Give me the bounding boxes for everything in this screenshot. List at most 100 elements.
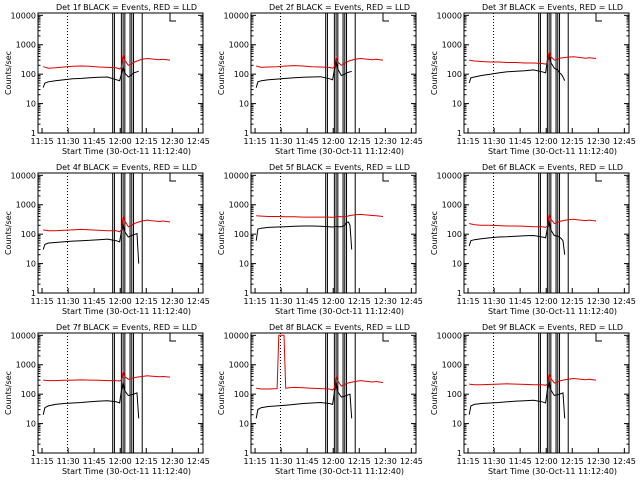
y-tick-label: 10000 <box>224 331 249 340</box>
x-tick-label: 12:45 <box>400 297 423 306</box>
x-tick-label: 11:15 <box>244 457 267 466</box>
y-tick-label: 10000 <box>11 11 36 20</box>
panel-7: Det 7f BLACK = Events, RED = LLD 1 10 100 10… <box>4 323 210 476</box>
x-axis-label: Start Time (30-Oct-11 11:12:40) <box>275 467 404 476</box>
y-tick-label: 1 <box>457 449 462 458</box>
x-tick-label: 11:15 <box>31 137 54 146</box>
panel-4: Det 4f BLACK = Events, RED = LLD 1 10 100 10… <box>4 163 210 316</box>
x-tick-label: 11:30 <box>57 457 80 466</box>
x-tick-label: 11:15 <box>457 297 480 306</box>
x-tick-label: 11:45 <box>296 297 319 306</box>
x-axis-label: Start Time (30-Oct-11 11:12:40) <box>275 147 404 156</box>
events-series-line <box>255 381 353 419</box>
y-axis-label: Counts/sec <box>217 371 226 415</box>
x-tick-label: 12:00 <box>535 137 558 146</box>
x-tick-label: 11:45 <box>509 457 532 466</box>
events-series-line <box>255 221 353 250</box>
events-series-line <box>42 66 139 88</box>
y-tick-label: 1000 <box>16 41 36 50</box>
y-tick-label: 10 <box>452 420 462 429</box>
y-tick-label: 100 <box>234 230 249 239</box>
x-axis-label: Start Time (30-Oct-11 11:12:40) <box>62 147 191 156</box>
x-tick-label: 11:15 <box>31 457 54 466</box>
x-tick-label: 12:00 <box>322 297 345 306</box>
y-tick-label: 10 <box>26 100 36 109</box>
panel-2: Det 2f BLACK = Events, RED = LLD 1 10 100 10… <box>217 3 423 156</box>
y-axis-label: Counts/sec <box>430 51 439 95</box>
x-axis-label: Start Time (30-Oct-11 11:12:40) <box>488 147 617 156</box>
y-tick-label: 10 <box>26 260 36 269</box>
lld-series-line <box>256 55 384 69</box>
x-tick-label: 12:00 <box>322 137 345 146</box>
y-tick-label: 10000 <box>437 11 462 20</box>
y-tick-label: 10000 <box>224 11 249 20</box>
x-tick-label: 11:45 <box>83 457 106 466</box>
y-tick-label: 100 <box>21 230 36 239</box>
events-series-line <box>468 220 566 255</box>
plot-frame <box>37 172 204 294</box>
lld-series-line <box>256 334 384 391</box>
x-tick-label: 12:00 <box>109 137 132 146</box>
y-tick-label: 100 <box>234 70 249 79</box>
y-tick-label: 1000 <box>229 41 249 50</box>
x-tick-label: 12:30 <box>374 457 397 466</box>
y-tick-label: 1000 <box>442 361 462 370</box>
corner-bracket <box>169 333 176 342</box>
y-tick-label: 10000 <box>437 331 462 340</box>
x-tick-label: 11:15 <box>31 297 54 306</box>
panel-title: Det 9f BLACK = Events, RED = LLD <box>482 323 623 332</box>
panel-6: Det 6f BLACK = Events, RED = LLD 1 10 100 10… <box>430 163 636 316</box>
x-tick-label: 12:30 <box>587 457 610 466</box>
y-axis-label: Counts/sec <box>4 371 13 415</box>
x-tick-label: 11:30 <box>270 297 293 306</box>
plot-frame <box>463 12 630 134</box>
x-tick-label: 11:15 <box>457 457 480 466</box>
y-tick-label: 100 <box>21 390 36 399</box>
corner-bracket <box>382 333 389 342</box>
x-tick-label: 12:45 <box>613 297 636 306</box>
x-tick-label: 12:15 <box>348 297 371 306</box>
y-tick-label: 1 <box>244 289 249 298</box>
plot-frame <box>37 12 204 134</box>
y-tick-label: 1000 <box>16 361 36 370</box>
lld-series-line <box>469 51 597 65</box>
x-tick-label: 12:15 <box>561 457 584 466</box>
y-tick-label: 1000 <box>229 201 249 210</box>
y-tick-label: 10 <box>239 100 249 109</box>
panel-9: Det 9f BLACK = Events, RED = LLD 1 10 100 10… <box>430 323 636 476</box>
x-tick-label: 11:30 <box>270 137 293 146</box>
y-tick-label: 1 <box>244 449 249 458</box>
y-axis-label: Counts/sec <box>4 211 13 255</box>
lld-series-line <box>469 372 597 386</box>
corner-bracket <box>382 173 389 182</box>
y-tick-label: 10000 <box>437 171 462 180</box>
corner-bracket <box>595 333 602 342</box>
x-tick-label: 11:30 <box>483 297 506 306</box>
y-axis-label: Counts/sec <box>430 371 439 415</box>
y-tick-label: 100 <box>234 390 249 399</box>
x-tick-label: 12:30 <box>587 137 610 146</box>
y-tick-label: 10 <box>452 260 462 269</box>
x-tick-label: 12:30 <box>374 137 397 146</box>
y-tick-label: 1000 <box>229 361 249 370</box>
panel-title: Det 7f BLACK = Events, RED = LLD <box>56 323 197 332</box>
panel-5: Det 5f BLACK = Events, RED = LLD 1 10 100 10… <box>217 163 423 316</box>
x-tick-label: 11:45 <box>83 297 106 306</box>
y-axis-label: Counts/sec <box>217 51 226 95</box>
x-tick-label: 11:15 <box>244 297 267 306</box>
lld-series-line <box>256 213 384 218</box>
x-tick-label: 12:45 <box>613 457 636 466</box>
x-tick-label: 11:15 <box>244 137 267 146</box>
x-tick-label: 12:15 <box>561 137 584 146</box>
x-tick-label: 11:30 <box>57 297 80 306</box>
y-tick-label: 10 <box>239 420 249 429</box>
y-tick-label: 10000 <box>224 171 249 180</box>
x-tick-label: 11:30 <box>483 137 506 146</box>
y-axis-label: Counts/sec <box>217 211 226 255</box>
x-tick-label: 12:15 <box>135 137 158 146</box>
lld-series-line <box>43 53 171 70</box>
y-tick-label: 10 <box>239 260 249 269</box>
x-axis-label: Start Time (30-Oct-11 11:12:40) <box>275 307 404 316</box>
corner-bracket <box>169 13 176 22</box>
